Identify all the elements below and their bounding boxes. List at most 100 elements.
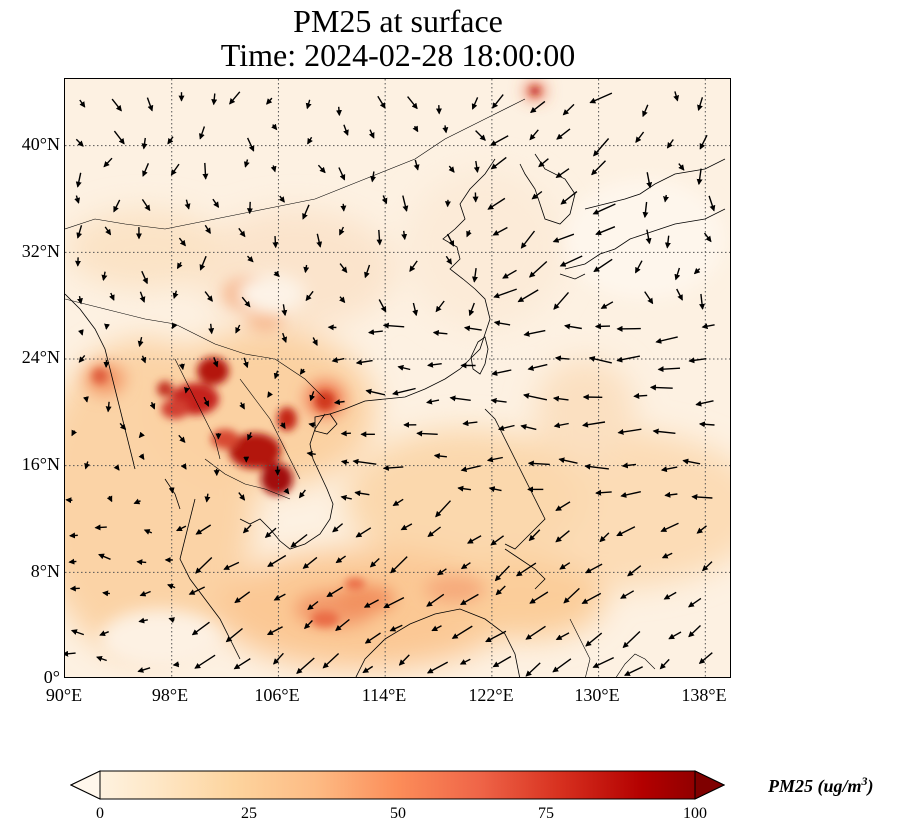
wind-arrow — [582, 421, 606, 428]
wind-arrow — [663, 591, 677, 600]
wind-arrow — [642, 201, 649, 219]
lon-tick-122e: 122°E — [468, 685, 514, 705]
wind-arrow — [370, 171, 377, 183]
wind-arrow — [527, 363, 548, 371]
wind-arrow — [106, 495, 113, 503]
colorbar-tick-0: 0 — [96, 805, 104, 822]
wind-arrow — [634, 260, 643, 274]
wind-arrow — [591, 160, 606, 176]
wind-arrow — [588, 356, 612, 364]
wind-arrow — [688, 357, 707, 364]
wind-arrow — [389, 624, 403, 632]
wind-arrow — [208, 323, 215, 335]
wind-arrow — [340, 494, 352, 501]
wind-arrow — [490, 135, 509, 146]
wind-arrow — [462, 420, 478, 427]
wind-arrow — [493, 288, 517, 299]
wind-arrow — [593, 138, 610, 157]
wind-arrow — [471, 97, 479, 110]
wind-arrow — [229, 91, 241, 105]
wind-arrow — [368, 329, 383, 336]
wind-arrow — [331, 357, 345, 363]
wind-arrow — [642, 104, 649, 118]
wind-arrow — [531, 190, 543, 200]
wind-arrow — [242, 357, 249, 369]
wind-arrow — [487, 197, 506, 210]
wind-arrow — [392, 498, 404, 507]
wind-arrow — [621, 462, 637, 469]
wind-arrow — [266, 626, 283, 636]
wind-arrow — [278, 195, 285, 203]
wind-arrow — [204, 224, 211, 235]
wind-arrow — [264, 527, 277, 538]
wind-arrow — [437, 568, 447, 576]
wind-arrow — [673, 91, 680, 102]
wind-arrow — [225, 627, 243, 643]
wind-arrow — [104, 226, 112, 236]
lat-tick-8n: 8°N — [30, 561, 60, 581]
wind-arrow — [104, 323, 111, 330]
wind-arrow — [238, 227, 246, 238]
wind-arrow — [98, 553, 111, 560]
lon-tick-114e: 114°E — [361, 685, 407, 705]
wind-arrow — [515, 562, 537, 577]
wind-arrow — [326, 586, 343, 598]
wind-arrow — [378, 299, 387, 313]
wind-arrow — [376, 229, 383, 246]
wind-arrow — [449, 395, 471, 402]
wind-arrow — [102, 590, 110, 597]
wind-arrow — [668, 631, 682, 640]
wind-arrow — [178, 237, 186, 247]
wind-arrow — [471, 268, 478, 283]
wind-arrow — [365, 388, 386, 396]
wind-arrow — [448, 165, 455, 173]
wind-arrow — [520, 424, 537, 431]
wind-arrow — [492, 226, 508, 236]
wind-arrow — [339, 296, 346, 304]
wind-arrow — [69, 532, 78, 539]
wind-arrow — [555, 501, 571, 511]
colorbar-tick-75: 75 — [538, 805, 554, 822]
wind-arrow — [490, 535, 505, 546]
colorbar-min-extend — [69, 770, 101, 800]
wind-arrow — [463, 325, 482, 332]
wind-arrow — [687, 597, 702, 608]
wind-arrow — [242, 524, 252, 534]
wind-arrow — [693, 267, 701, 275]
colorbar-tick-50: 50 — [390, 805, 406, 822]
wind-arrow — [593, 258, 613, 273]
wind-arrow — [143, 529, 153, 535]
wind-arrow — [364, 632, 381, 644]
wind-arrow — [529, 129, 539, 141]
wind-arrow — [141, 137, 148, 150]
wind-arrow — [188, 586, 206, 595]
wind-arrow — [383, 596, 405, 609]
wind-arrow — [78, 354, 86, 363]
lat-tick-24n: 24°N — [21, 347, 60, 367]
map-panel[interactable] — [64, 78, 731, 678]
wind-arrow — [290, 533, 308, 548]
wind-arrow — [486, 456, 503, 463]
wind-arrow — [457, 485, 471, 492]
wind-arrow — [191, 621, 210, 636]
wind-arrow — [281, 304, 288, 317]
wind-arrow — [493, 320, 511, 327]
wind-arrow — [65, 650, 76, 657]
wind-arrow — [413, 159, 420, 171]
wind-arrow — [317, 164, 326, 174]
wind-arrow — [427, 526, 442, 538]
wind-arrow — [75, 138, 84, 147]
wind-arrow — [335, 618, 350, 632]
wind-arrow — [664, 235, 671, 249]
wind-arrow — [137, 336, 144, 348]
wind-arrow — [273, 270, 280, 278]
wind-arrow — [664, 491, 678, 498]
wind-arrow — [138, 453, 145, 461]
wind-arrow — [554, 355, 570, 362]
colorbar-tick-100: 100 — [683, 805, 707, 822]
wind-arrow — [691, 494, 713, 501]
wind-arrow — [381, 195, 388, 205]
wind-arrow — [340, 459, 349, 466]
wind-arrow — [688, 624, 701, 638]
wind-arrow — [99, 630, 109, 637]
